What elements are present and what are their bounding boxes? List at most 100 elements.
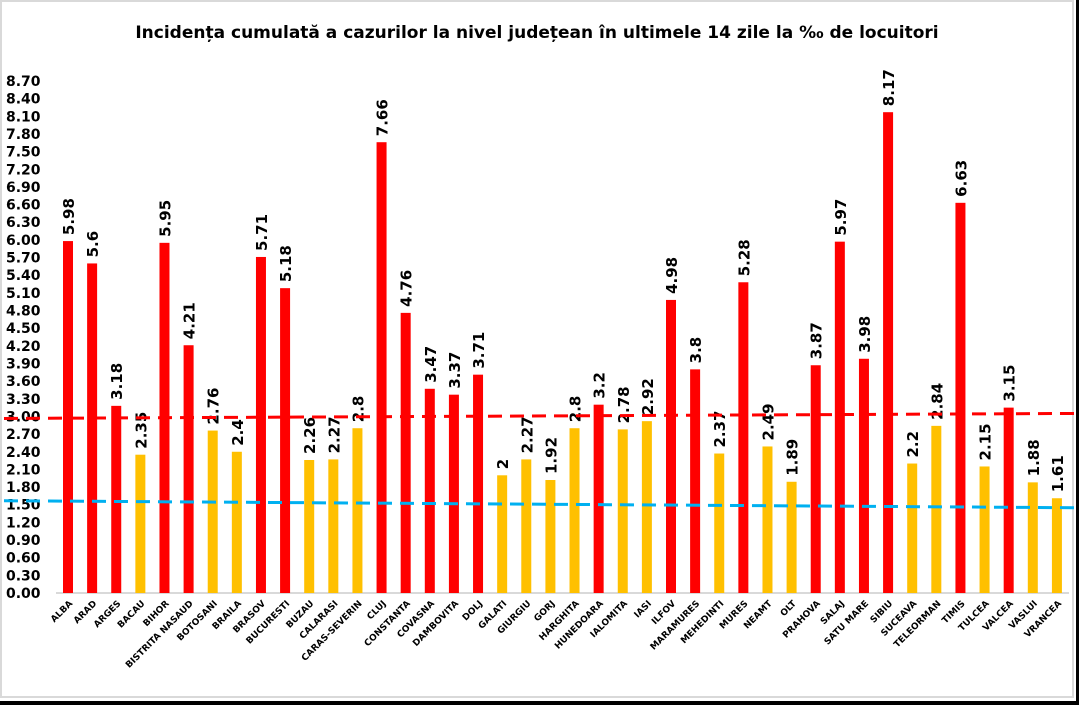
y-tick-label: 7.20 [6, 162, 41, 178]
y-tick-label: 6.60 [6, 198, 41, 214]
reference-line [3, 499, 1077, 510]
data-label: 5.28 [735, 239, 753, 276]
x-tick-label: ALBA [49, 599, 75, 625]
bar-gorj [545, 480, 556, 593]
bar-caras-severin [352, 428, 363, 593]
data-label: 3.87 [808, 322, 826, 359]
data-label: 8.17 [880, 69, 898, 106]
bar-satu-mare [858, 358, 869, 593]
data-label: 4.76 [398, 270, 416, 307]
data-label: 2.49 [759, 403, 777, 440]
bar-alba [63, 241, 73, 594]
x-tick-label: SATU MARE [823, 599, 871, 647]
data-label: 3.71 [470, 332, 488, 369]
data-label: 7.66 [374, 99, 392, 136]
y-tick-label: 5.40 [6, 268, 41, 284]
data-label: 2.35 [132, 412, 150, 449]
bar-olt [786, 481, 797, 593]
y-tick-label: 3.60 [6, 374, 41, 390]
y-tick-label: 8.70 [6, 74, 41, 90]
data-label: 1.61 [1049, 455, 1067, 492]
bar-ilfov [666, 299, 676, 593]
bar-dambovita [448, 394, 459, 593]
y-tick-label: 1.20 [6, 515, 41, 531]
data-label: 2.8 [567, 396, 585, 423]
bar-calarasi [328, 459, 339, 593]
data-label: 5.97 [832, 199, 850, 236]
y-tick-label: 7.50 [6, 145, 41, 161]
bar-cluj [376, 142, 387, 594]
bar-salaj [834, 241, 845, 594]
y-tick-label: 6.00 [6, 233, 41, 249]
data-label: 3.15 [1001, 365, 1019, 402]
bar-arad [87, 263, 98, 593]
data-label: 2 [494, 459, 512, 469]
data-label: 3.18 [108, 363, 126, 400]
bar-vrancea [1051, 498, 1062, 593]
data-label: 3.98 [856, 316, 874, 353]
y-tick-label: 5.10 [6, 286, 41, 302]
chart-title: Incidența cumulată a cazurilor la nivel … [135, 23, 938, 43]
data-label: 2.84 [928, 383, 946, 420]
data-label: 2.27 [325, 416, 343, 453]
y-tick-label: 2.70 [6, 427, 41, 443]
bar-teleorman [931, 425, 942, 593]
data-label: 2.26 [301, 417, 319, 454]
bar-galati [497, 475, 508, 593]
bar-iasi [641, 421, 652, 593]
data-label: 3.37 [446, 352, 464, 389]
bar-ialomita [617, 429, 628, 593]
data-label: 5.6 [84, 231, 102, 258]
data-label: 2.15 [977, 423, 995, 460]
reference-line [3, 411, 1077, 420]
data-label: 5.98 [60, 198, 78, 235]
data-label: 2.76 [205, 388, 223, 425]
bar-dolj [473, 374, 484, 593]
chart-frame [0, 0, 1074, 698]
bar-hunedoara [593, 404, 604, 593]
y-tick-label: 5.70 [6, 251, 41, 267]
data-label: 2.2 [904, 431, 922, 458]
bar-harghita [569, 428, 580, 593]
data-label: 1.89 [784, 439, 802, 476]
bar-bistrita-nasaud [183, 345, 194, 593]
x-tick-label: OLT [779, 598, 799, 618]
y-tick-label: 4.80 [6, 304, 41, 320]
y-tick-label: 0.60 [6, 551, 41, 567]
data-label: 3.47 [422, 346, 440, 383]
y-tick-label: 6.30 [6, 215, 41, 231]
bar-covasna [424, 388, 435, 593]
bar-botosani [207, 430, 218, 593]
bar-vaslui [1027, 482, 1038, 593]
y-tick-label: 6.90 [6, 180, 41, 196]
y-tick-label: 2.40 [6, 445, 41, 461]
bar-constanta [400, 312, 411, 593]
y-tick-label: 1.80 [6, 480, 41, 496]
y-tick-label: 8.10 [6, 109, 41, 125]
data-label: 2.4 [229, 419, 247, 446]
y-tick-label: 3.30 [6, 392, 41, 408]
data-label: 5.18 [277, 245, 295, 282]
y-tick-label: 0.00 [6, 586, 41, 602]
bar-neamt [762, 446, 773, 593]
y-tick-label: 2.10 [6, 462, 41, 478]
y-tick-label: 7.80 [6, 127, 41, 143]
bar-arges [111, 405, 122, 593]
y-tick-label: 3.00 [6, 409, 41, 425]
data-label: 5.95 [156, 200, 174, 237]
bar-braila [231, 451, 242, 593]
y-tick-label: 8.40 [6, 92, 41, 108]
bar-valcea [1003, 407, 1014, 593]
data-label: 2.78 [615, 386, 633, 423]
data-label: 3.8 [687, 337, 705, 364]
data-label: 4.98 [663, 257, 681, 294]
bar-giurgiu [521, 459, 532, 593]
y-tick-label: 3.90 [6, 356, 41, 372]
bar-sibiu [883, 112, 894, 594]
bar-mures [738, 282, 749, 593]
bar-buzau [304, 459, 315, 593]
bar-maramures [690, 369, 701, 593]
data-label: 1.88 [1025, 439, 1043, 476]
